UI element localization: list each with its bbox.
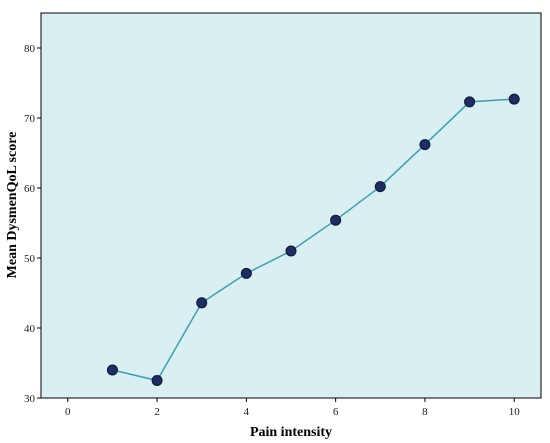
- y-tick-label: 70: [24, 113, 36, 125]
- data-point: [419, 139, 431, 151]
- y-tick-label: 60: [24, 183, 36, 195]
- x-tick-label: 0: [65, 406, 71, 418]
- data-point: [330, 214, 342, 226]
- data-point: [285, 245, 297, 257]
- y-tick-label: 40: [24, 323, 36, 335]
- data-point: [374, 181, 386, 193]
- data-point: [240, 267, 252, 279]
- data-point: [464, 96, 476, 108]
- y-axis: 30 40 50 60 70 80: [24, 43, 41, 405]
- data-point: [151, 375, 163, 386]
- series-markers: [106, 93, 520, 386]
- plot-area: [40, 12, 542, 399]
- series-line: [112, 98, 515, 382]
- data-point: [508, 93, 520, 105]
- data-point: [196, 297, 208, 309]
- y-tick-label: 80: [24, 43, 36, 55]
- x-tick-label: 2: [154, 406, 160, 418]
- x-tick-label: 4: [244, 406, 250, 418]
- x-tick-label: 8: [422, 406, 428, 418]
- y-axis-title: Mean DysmenQoL score: [5, 132, 20, 279]
- data-point: [106, 364, 118, 376]
- y-tick-label: 50: [24, 253, 36, 265]
- x-axis-title: Pain intensity: [250, 425, 332, 440]
- x-tick-label: 10: [509, 406, 521, 418]
- x-axis: 0 2 4 6 8 10: [65, 398, 520, 418]
- y-tick-label: 30: [24, 393, 36, 405]
- x-tick-label: 6: [333, 406, 339, 418]
